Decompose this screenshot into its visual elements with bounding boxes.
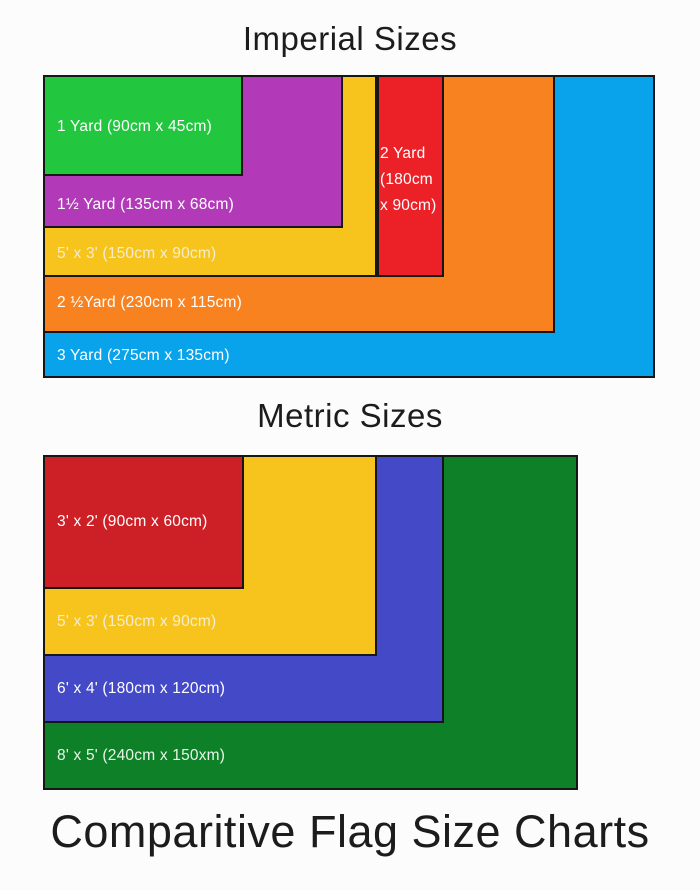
- imperial-flag-1-half-yard-label: 1½ Yard (135cm x 68cm): [57, 196, 234, 213]
- metric-flag-5x3-label: 5' x 3' (150cm x 90cm): [57, 613, 217, 630]
- metric-sizes-chart: 3' x 2' (90cm x 60cm) 5' x 3' (150cm x 9…: [43, 455, 578, 790]
- comparative-flag-size-charts-title: Comparitive Flag Size Charts: [50, 806, 650, 857]
- metric-flag-3x2-label: 3' x 2' (90cm x 60cm): [57, 513, 208, 530]
- metric-flag-3x2: [43, 455, 244, 589]
- imperial-flag-3-yard-label: 3 Yard (275cm x 135cm): [57, 347, 230, 364]
- imperial-flag-2-yard: [377, 75, 444, 277]
- imperial-flag-2-yard-label: 2 Yard (180cm x 90cm): [380, 145, 437, 214]
- metric-flag-8x5-label: 8' x 5' (240cm x 150xm): [57, 747, 226, 764]
- metric-flag-6x4-label: 6' x 4' (180cm x 120cm): [57, 680, 226, 697]
- imperial-flag-1-yard-label: 1 Yard (90cm x 45cm): [57, 118, 213, 135]
- imperial-flag-2-half-yard-label: 2 ½Yard (230cm x 115cm): [57, 294, 242, 311]
- imperial-sizes-title: Imperial Sizes: [242, 20, 458, 57]
- imperial-flag-5x3-label: 5' x 3' (150cm x 90cm): [57, 245, 217, 262]
- metric-sizes-title: Metric Sizes: [257, 397, 443, 434]
- imperial-flag-1-yard: [43, 75, 243, 176]
- imperial-sizes-chart: 1 Yard (90cm x 45cm) 1½ Yard (135cm x 68…: [43, 75, 655, 378]
